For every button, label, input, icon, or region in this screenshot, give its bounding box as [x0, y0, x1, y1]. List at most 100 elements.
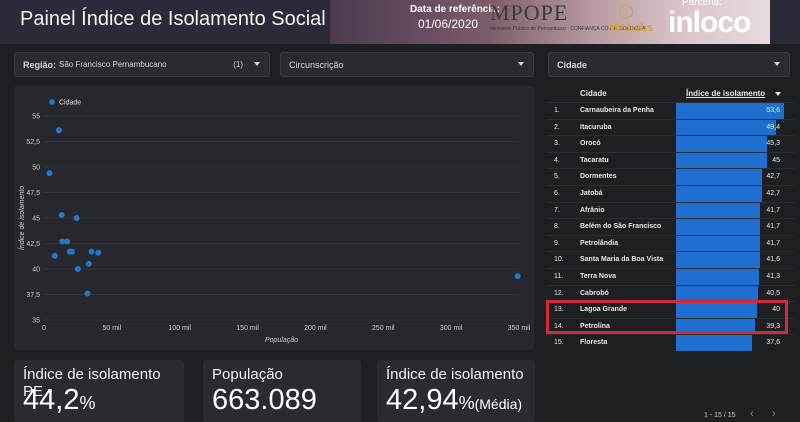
- index-value: 41,3: [766, 273, 780, 280]
- index-value: 49,4: [766, 123, 780, 131]
- regiao-filter-value: São Francisco Pernambucano: [59, 60, 167, 69]
- cidade-filter[interactable]: Cidade: [548, 52, 790, 77]
- chevron-left-icon[interactable]: ‹: [750, 408, 754, 420]
- row-number: 13.: [554, 306, 564, 314]
- table-row[interactable]: 2. Itacuruba 49,4: [546, 118, 794, 136]
- index-value: 39,3: [766, 322, 780, 330]
- index-value: 41,7: [766, 223, 780, 231]
- city-name: Petrolina: [580, 322, 610, 330]
- pagination-label: 1 - 15 / 15: [704, 412, 736, 419]
- y-tick-label: 47,5: [26, 190, 40, 197]
- x-tick-label: 200 mil: [304, 325, 327, 332]
- x-axis-label: População: [265, 337, 298, 344]
- value-bar: [676, 152, 767, 169]
- value-bar: [676, 285, 758, 302]
- kpi-label: População: [212, 366, 283, 383]
- city-name: Santa Maria da Boa Vista: [580, 256, 664, 264]
- index-value: 41,7: [766, 206, 780, 214]
- table-row[interactable]: 6. Jatobá 42,7: [546, 185, 794, 202]
- chevron-right-icon[interactable]: ›: [772, 408, 776, 420]
- city-name: Carnaubeira da Penha: [580, 107, 654, 114]
- y-tick-label: 50: [32, 165, 40, 172]
- table-row[interactable]: 11. Terra Nova 41,3: [546, 268, 794, 285]
- table-row[interactable]: 15. Floresta 37,6: [546, 334, 794, 351]
- value-bar: [676, 219, 761, 235]
- table-row[interactable]: 8. Belém do São Francisco 41,7: [546, 218, 794, 235]
- row-number: 11.: [554, 273, 564, 280]
- row-number: 3.: [554, 140, 560, 148]
- data-point: [46, 170, 53, 177]
- y-tick-label: 45: [32, 216, 40, 223]
- value-bar: [676, 136, 768, 152]
- value-bar: [676, 318, 756, 335]
- legend-label: Cidade: [59, 100, 81, 107]
- value-bar: [676, 186, 763, 202]
- regiao-filter[interactable]: Região: São Francisco Pernambucano (1): [14, 52, 270, 77]
- header-bar: Painel Índice de Isolamento Social Data …: [0, 0, 800, 44]
- kpi-value: 44,2%: [23, 384, 95, 417]
- column-header-city[interactable]: Cidade: [580, 89, 607, 98]
- regiao-filter-label: Região:: [23, 59, 57, 70]
- table-row[interactable]: 10. Santa Maria da Boa Vista 41,6: [546, 251, 794, 268]
- kpi-value-number: 44,2: [23, 384, 80, 416]
- value-bar: [676, 235, 761, 252]
- table-row[interactable]: 7. Afrânio 41,7: [546, 201, 794, 219]
- table-row[interactable]: 3. Orocó 45,3: [546, 135, 794, 152]
- x-tick-label: 150 mil: [236, 325, 259, 332]
- chevron-down-icon: [774, 62, 780, 66]
- row-number: 8.: [554, 223, 560, 231]
- table-row[interactable]: 1. Carnaubeira da Penha 53,6: [546, 102, 794, 119]
- scatter-chart-panel: 35 37,5 40 42,5 45 47,5 50 52,5 55 0 50 mil 100 mil…: [14, 86, 534, 350]
- row-number: 5.: [554, 173, 560, 181]
- header-banner: Data de referência: 01/06/2020 MPOPE Min…: [330, 0, 770, 44]
- ranking-table: Cidade Índice de isolamento 1. Carnaubeir…: [546, 84, 794, 422]
- city-name: Belém do São Francisco: [580, 223, 662, 231]
- kpi-isolamento-media: Índice de isolamento 42,94%(Média): [377, 360, 535, 422]
- mppe-logo: MPOPE: [490, 0, 569, 25]
- legend-marker: [49, 99, 55, 105]
- table-row[interactable]: 5. Dormentes 42,7: [546, 168, 794, 185]
- reference-date-label: Data de referência:: [410, 4, 501, 15]
- y-axis-label: Índice de isolamento: [17, 186, 26, 250]
- data-point: [59, 238, 66, 245]
- value-bar: [676, 302, 757, 318]
- table-row[interactable]: 12. Cabrobó 40,5: [546, 284, 794, 302]
- row-number: 14.: [554, 322, 564, 330]
- table-row[interactable]: 4. Tacaratu 45: [546, 151, 794, 169]
- circunscricao-filter[interactable]: Circunscrição: [280, 52, 534, 77]
- index-value: 40,5: [766, 289, 780, 297]
- data-point: [51, 252, 58, 259]
- value-bar: [676, 169, 763, 185]
- kpi-unit: %: [458, 393, 475, 413]
- table-row[interactable]: 14. Petrolina 39,3: [546, 317, 794, 335]
- row-number: 15.: [554, 339, 564, 347]
- mplabs-logo: MP Labs: [608, 22, 654, 34]
- row-number: 10.: [554, 256, 564, 264]
- regiao-filter-count: (1): [233, 60, 243, 69]
- x-tick-label: 350 mil: [508, 325, 531, 332]
- city-name: Tacaratu: [580, 156, 609, 164]
- kpi-value: 42,94%(Média): [386, 384, 522, 417]
- mppe-logo-subtitle: Ministério Público de Pernambuco · CONFI…: [490, 26, 646, 32]
- city-name: Floresta: [580, 339, 608, 347]
- kpi-value-number: 42,94: [386, 384, 459, 416]
- row-number: 7.: [554, 206, 560, 214]
- row-number: 2.: [554, 123, 560, 131]
- sort-desc-icon[interactable]: [775, 92, 781, 96]
- value-bar: [676, 252, 760, 268]
- city-name: Cabrobó: [580, 289, 609, 297]
- value-bar: [676, 202, 761, 219]
- y-tick-label: 55: [32, 114, 40, 121]
- city-name: Jatobá: [580, 190, 603, 197]
- kpi-note: (Média): [474, 396, 523, 412]
- column-header-index[interactable]: Índice de isolamento: [686, 89, 766, 98]
- lightbulb-icon: ◯: [618, 2, 634, 18]
- index-value: 45,3: [766, 140, 780, 148]
- y-tick-label: 35: [32, 318, 40, 325]
- y-tick-label: 40: [32, 267, 40, 274]
- circunscricao-filter-label: Circunscrição: [289, 59, 344, 70]
- page-title: Painel Índice de Isolamento Social: [20, 8, 326, 30]
- table-row[interactable]: 9. Petrolândia 41,7: [546, 234, 794, 252]
- partner-logo: inloco: [668, 6, 751, 39]
- city-name: Afrânio: [580, 206, 605, 214]
